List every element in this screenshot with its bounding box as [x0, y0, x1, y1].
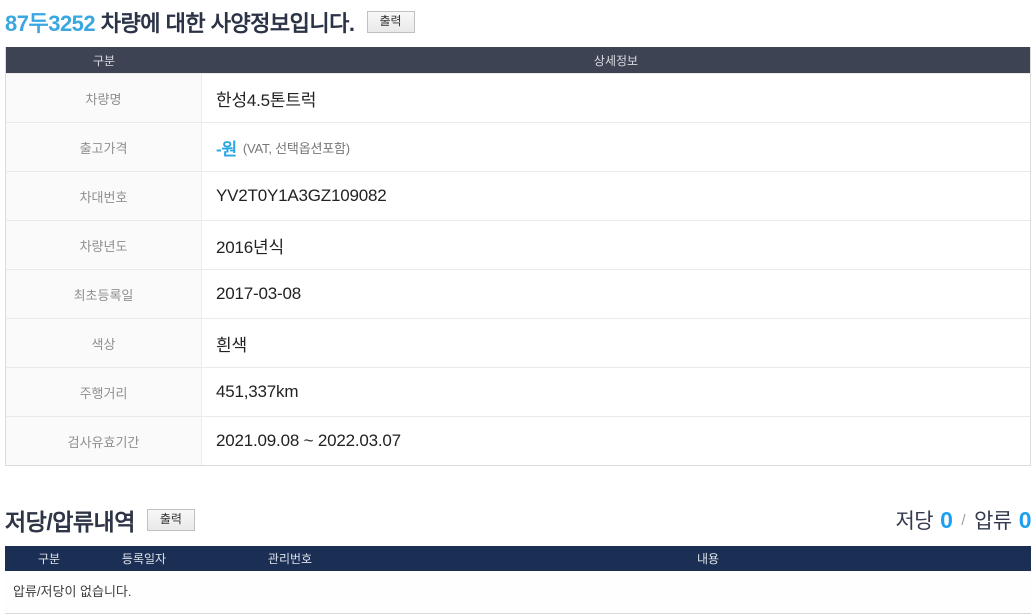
row-label: 최초등록일 — [6, 270, 202, 318]
row-label: 출고가격 — [6, 123, 202, 171]
lien-header-category: 구분 — [37, 552, 61, 566]
price-note: (VAT, 선택옵션포함) — [242, 140, 350, 156]
table-row-factory-price: 출고가격 -원 (VAT, 선택옵션포함) — [6, 122, 1030, 171]
row-label: 차량명 — [6, 74, 202, 122]
row-value: 흰색 — [216, 335, 247, 355]
mortgage-label: 저당 — [895, 510, 934, 533]
lien-table-header: 구분 등록일자 관리번호 내용 — [5, 546, 1031, 571]
row-label: 검사유효기간 — [6, 417, 202, 465]
print-lien-button[interactable]: 출력 — [146, 508, 195, 532]
row-value: 451,337km — [216, 382, 299, 401]
plate-number: 87두3252 — [5, 11, 96, 36]
table-row-vin: 차대번호 YV2T0Y1A3GZ109082 — [6, 171, 1030, 220]
table-row-model-year: 차량년도 2016년식 — [6, 220, 1030, 269]
table-row-vehicle-name: 차량명 한성4.5톤트럭 — [6, 73, 1030, 122]
lien-header-date: 등록일자 — [121, 552, 167, 566]
print-spec-button[interactable]: 출력 — [366, 10, 415, 34]
lien-section-header: 저당/압류내역 출력 저당 0 / 압류 0 — [5, 504, 1032, 536]
price-amount: -원 — [216, 139, 237, 159]
spec-header-category: 구분 — [92, 53, 116, 68]
row-value: -원 (VAT, 선택옵션포함) — [202, 123, 1030, 171]
row-value: 2021.09.08 ~ 2022.03.07 — [216, 431, 401, 450]
row-value: YV2T0Y1A3GZ109082 — [216, 186, 387, 205]
row-label: 색상 — [6, 319, 202, 367]
seizure-label: 압류 — [974, 510, 1012, 533]
lien-section-title: 저당/압류내역 — [5, 509, 135, 535]
lien-table: 구분 등록일자 관리번호 내용 압류/저당이 없습니다. — [5, 546, 1031, 614]
table-row-mileage: 주행거리 451,337km — [6, 367, 1030, 416]
table-row-inspection-period: 검사유효기간 2021.09.08 ~ 2022.03.07 — [6, 416, 1030, 465]
lien-empty-message: 압류/저당이 없습니다. — [5, 571, 1031, 614]
row-label: 차량년도 — [6, 221, 202, 269]
lien-header-mgmt-number: 관리번호 — [267, 552, 313, 566]
table-row-first-registration: 최초등록일 2017-03-08 — [6, 269, 1030, 318]
row-value: 2017-03-08 — [216, 284, 301, 303]
spec-header-detail: 상세정보 — [593, 53, 639, 68]
mortgage-count: 0 — [940, 506, 953, 533]
page-title-text: 차량에 대한 사양정보입니다. — [95, 11, 355, 36]
table-row-color: 색상 흰색 — [6, 318, 1030, 367]
lien-header-content: 내용 — [696, 552, 720, 566]
page-title: 87두3252 차량에 대한 사양정보입니다. — [5, 6, 355, 38]
row-label: 주행거리 — [6, 368, 202, 416]
spec-table: 구분 상세정보 차량명 한성4.5톤트럭 출고가격 -원 (VAT, 선택옵션포함… — [5, 47, 1031, 466]
lien-counts: 저당 0 / 압류 0 — [895, 505, 1031, 535]
row-value: 2016년식 — [216, 237, 284, 257]
count-separator: / — [961, 511, 966, 529]
row-label: 차대번호 — [6, 172, 202, 220]
seizure-count: 0 — [1018, 506, 1032, 533]
page-title-row: 87두3252 차량에 대한 사양정보입니다. 출력 — [5, 7, 1031, 37]
row-value: 한성4.5톤트럭 — [216, 90, 317, 110]
spec-table-header: 구분 상세정보 — [6, 47, 1030, 73]
